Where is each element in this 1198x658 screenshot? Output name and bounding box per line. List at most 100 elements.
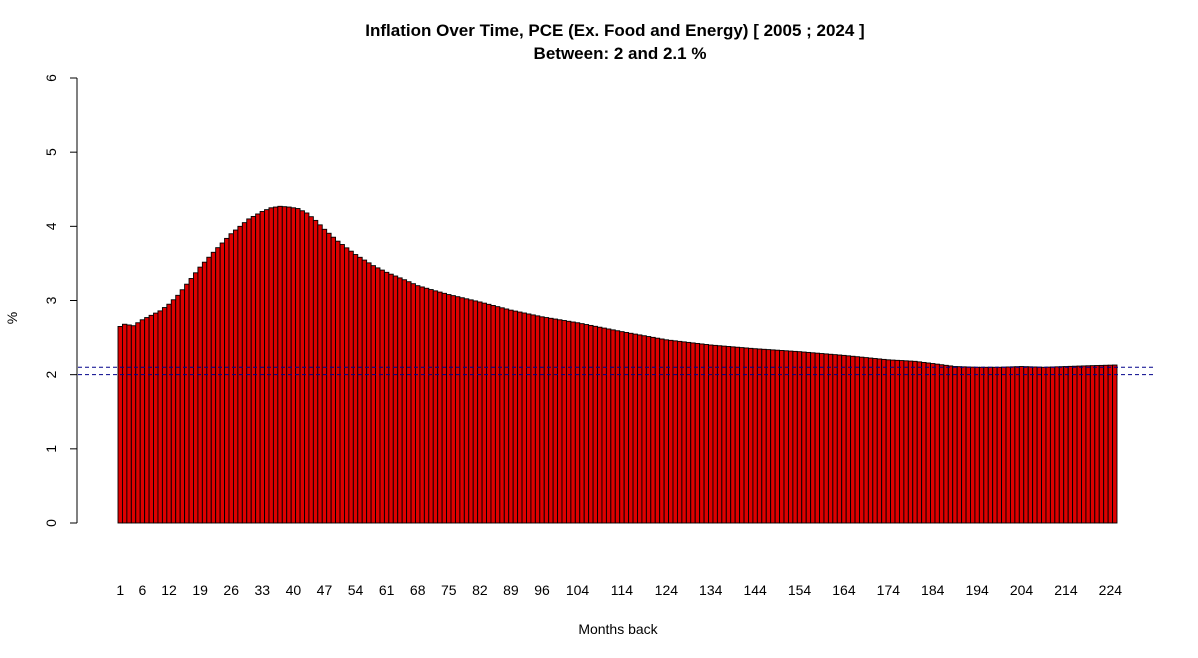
bar (521, 312, 527, 524)
bar (961, 366, 967, 524)
bars (117, 205, 1118, 524)
bar (401, 279, 408, 524)
bar (379, 269, 385, 524)
bar (1058, 366, 1065, 524)
bar (170, 299, 177, 524)
bar (996, 366, 1003, 524)
bar (574, 322, 581, 524)
bar (974, 366, 980, 524)
bar (264, 209, 270, 524)
bar (512, 310, 519, 524)
x-tick-label: 224 (1099, 582, 1123, 598)
bar (1036, 366, 1042, 524)
x-tick-label: 184 (921, 582, 945, 598)
bar (335, 240, 341, 524)
bar (357, 256, 363, 524)
bar (583, 324, 590, 524)
bar (730, 346, 736, 524)
bar (517, 311, 523, 524)
bar (641, 335, 647, 524)
x-tick-label: 124 (655, 582, 679, 598)
bar (654, 337, 661, 524)
bar (836, 354, 843, 524)
bar (526, 313, 532, 524)
bar (619, 331, 625, 524)
x-tick-label: 26 (223, 582, 239, 598)
bar (121, 323, 128, 524)
x-tick-label: 214 (1054, 582, 1078, 598)
bar (1049, 366, 1056, 524)
x-tick-label: 194 (965, 582, 989, 598)
y-tick-label: 3 (43, 296, 59, 304)
bar (428, 289, 434, 524)
bar (637, 334, 643, 524)
bar (326, 232, 332, 524)
bar (796, 351, 803, 524)
x-tick-label: 33 (255, 582, 271, 598)
bar (290, 207, 297, 524)
bar (885, 359, 892, 524)
bar (943, 364, 949, 524)
x-tick-label: 114 (611, 582, 634, 598)
x-tick-label: 19 (192, 582, 208, 598)
bar (770, 349, 776, 524)
bar (534, 315, 541, 524)
bar (548, 317, 554, 524)
bar (867, 357, 874, 524)
y-tick-label: 1 (43, 445, 59, 453)
x-tick-label: 61 (379, 582, 395, 598)
bar (898, 360, 905, 524)
bar (672, 340, 678, 524)
bar (761, 348, 767, 524)
bar (117, 326, 123, 524)
bar (193, 272, 199, 524)
y-tick-label: 6 (43, 74, 59, 82)
bar (805, 351, 812, 524)
bar (903, 360, 909, 524)
bar (823, 353, 829, 524)
bar (859, 356, 865, 524)
bar (224, 237, 230, 524)
bar (459, 297, 465, 524)
bar (703, 344, 709, 524)
bar (854, 356, 860, 524)
bar (712, 344, 718, 524)
bar (650, 336, 656, 524)
bar (965, 366, 971, 524)
bar (503, 308, 510, 524)
bar (1045, 366, 1051, 524)
bar (1072, 365, 1078, 524)
bar (1005, 366, 1011, 524)
bar (321, 228, 328, 524)
bar (277, 205, 283, 524)
bar (1063, 366, 1069, 524)
bar (1067, 365, 1074, 524)
bar (179, 289, 186, 524)
bar (219, 242, 226, 524)
bar (783, 350, 789, 524)
bar (610, 329, 616, 524)
bar (197, 266, 203, 524)
bar (383, 271, 390, 524)
bar (272, 206, 279, 524)
bar (175, 294, 181, 524)
bar (410, 283, 416, 524)
bar (348, 250, 354, 524)
x-tick-label: 164 (832, 582, 856, 598)
bar (699, 343, 705, 524)
x-axis-label: Months back (578, 621, 658, 637)
x-tick-label: 144 (743, 582, 767, 598)
bar (406, 281, 412, 524)
bar (1085, 365, 1091, 524)
bar (450, 295, 456, 524)
bar (716, 345, 723, 524)
bar (676, 340, 683, 524)
bar (801, 351, 807, 524)
bar (819, 353, 825, 524)
bar (1107, 364, 1114, 524)
x-tick-label: 47 (317, 582, 333, 598)
bar (1089, 365, 1096, 524)
bar (255, 213, 261, 524)
x-tick-label: 96 (534, 582, 550, 598)
